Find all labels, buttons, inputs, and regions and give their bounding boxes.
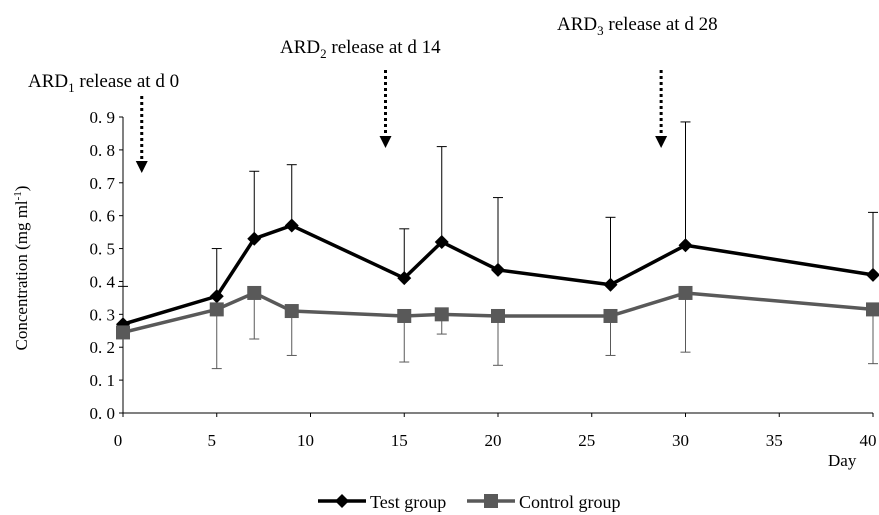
data-point-square bbox=[397, 308, 412, 323]
data-point-square bbox=[116, 325, 130, 340]
release-arrow-head bbox=[655, 136, 668, 148]
data-point-diamond bbox=[678, 238, 693, 253]
error-bars bbox=[118, 121, 878, 370]
x-tick-label: 10 bbox=[297, 431, 314, 450]
release-arrow-head bbox=[379, 136, 392, 148]
y-tick-label: 0. 4 bbox=[90, 272, 116, 291]
data-point-square bbox=[247, 285, 262, 300]
y-axis-label: Concentration (mg ml-1) bbox=[12, 186, 31, 351]
data-point-square bbox=[209, 302, 224, 317]
data-point-diamond bbox=[284, 218, 299, 233]
x-tick-label: 5 bbox=[208, 431, 217, 450]
y-tick-label: 0. 1 bbox=[90, 371, 116, 390]
y-tick-label: 0. 3 bbox=[90, 305, 116, 324]
data-point-diamond bbox=[866, 267, 879, 282]
y-tick-label: 0. 7 bbox=[90, 174, 116, 193]
legend-label: Test group bbox=[370, 492, 446, 512]
legend-label: Control group bbox=[519, 492, 621, 512]
axes: 0. 0 0. 1 0. 2 0. 3 0. 4 0. 5 0. 6 0. 7 0. 8 0. 9… bbox=[90, 108, 877, 450]
data-point-diamond bbox=[397, 271, 412, 286]
y-tick-label: 0. 6 bbox=[90, 207, 116, 226]
data-point-diamond bbox=[209, 289, 224, 304]
legend-marker-diamond bbox=[335, 494, 349, 508]
y-tick-label: 0. 8 bbox=[90, 141, 116, 160]
data-point-diamond bbox=[247, 231, 262, 246]
series-markers bbox=[116, 218, 879, 340]
series-line-diamond bbox=[122, 223, 874, 326]
x-tick-label: 20 bbox=[485, 431, 502, 450]
data-point-square bbox=[284, 304, 299, 319]
x-tick-label: 0 bbox=[114, 431, 123, 450]
release-arrow-head bbox=[135, 161, 148, 173]
series-line-square bbox=[122, 291, 874, 335]
data-point-square bbox=[678, 285, 693, 300]
y-tick-label: 0. 9 bbox=[90, 108, 116, 127]
legend: Test group Control group bbox=[318, 492, 621, 512]
release-annotations: ARD1 release at d 0 ARD2 release at d 14 A… bbox=[28, 14, 718, 173]
data-point-diamond bbox=[434, 234, 449, 249]
legend-marker-square bbox=[484, 494, 498, 508]
annotation-label: ARD2 release at d 14 bbox=[280, 37, 441, 61]
annotation-label: ARD1 release at d 0 bbox=[28, 71, 179, 95]
data-point-square bbox=[434, 307, 449, 322]
data-point-square bbox=[866, 302, 879, 317]
y-tick-label: 0. 0 bbox=[90, 404, 116, 423]
x-tick-label: 30 bbox=[672, 431, 689, 450]
x-tick-label: 25 bbox=[578, 431, 595, 450]
data-point-square bbox=[491, 308, 505, 323]
data-point-diamond bbox=[603, 277, 618, 292]
y-tick-label: 0. 5 bbox=[90, 240, 116, 259]
x-tick-label: 15 bbox=[391, 431, 408, 450]
data-point-square bbox=[603, 308, 618, 323]
x-tick-label: 35 bbox=[766, 431, 783, 450]
data-point-diamond bbox=[491, 262, 505, 277]
x-axis-label: Day bbox=[828, 451, 857, 470]
y-tick-label: 0. 2 bbox=[90, 338, 116, 357]
annotation-label: ARD3 release at d 28 bbox=[557, 14, 718, 38]
x-tick-label: 40 bbox=[860, 431, 877, 450]
series-lines bbox=[122, 223, 874, 335]
